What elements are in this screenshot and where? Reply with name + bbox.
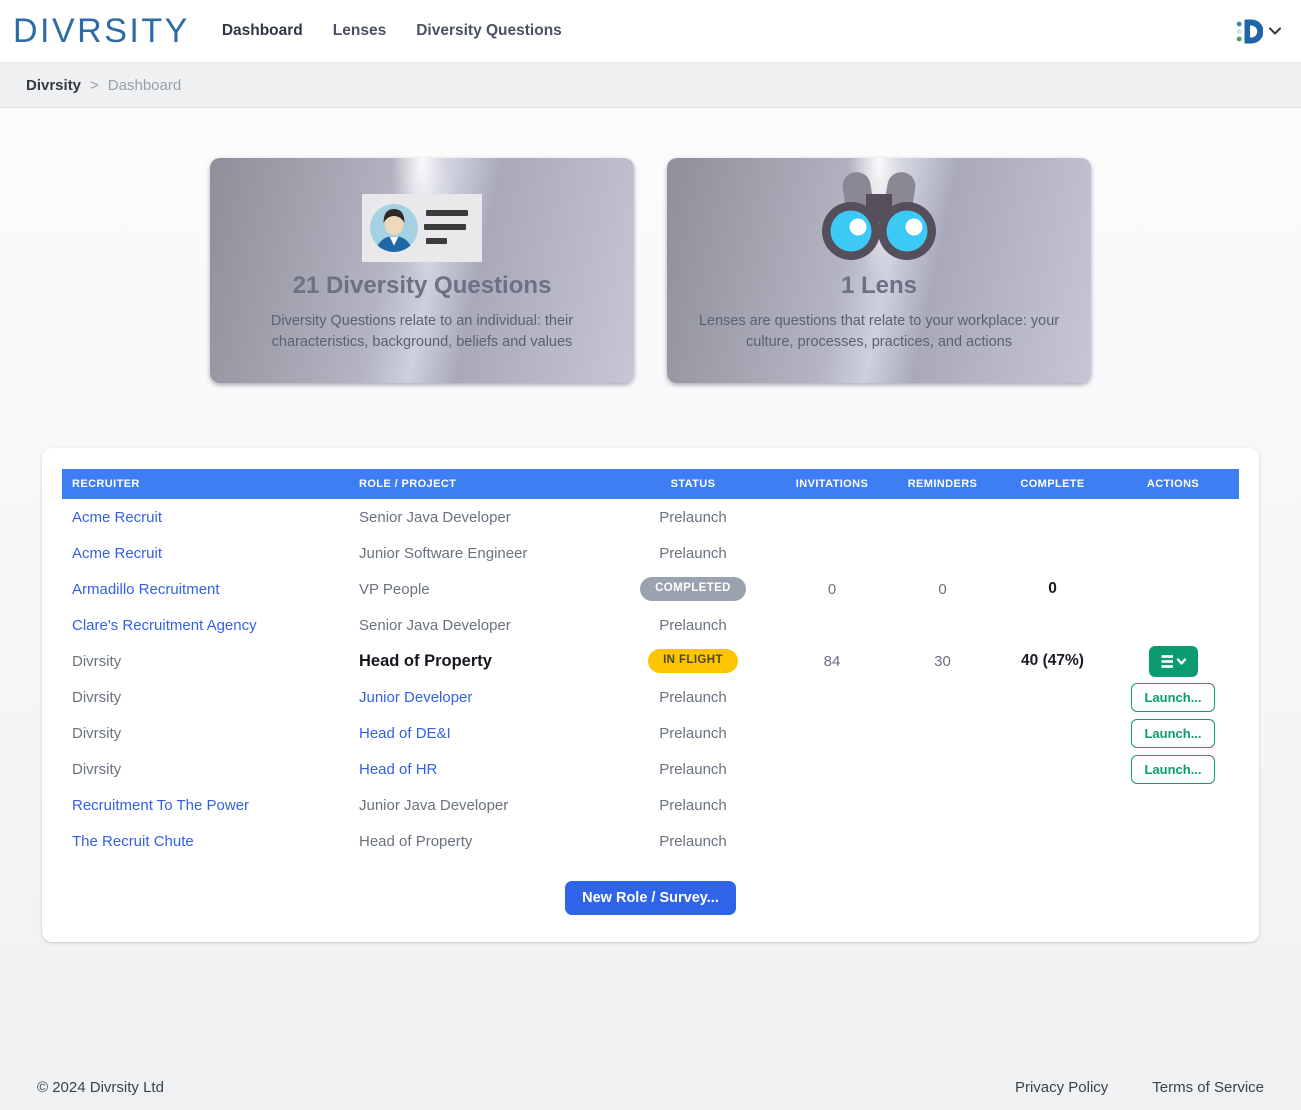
table-row: Acme Recruit Junior Software Engineer Prel… <box>62 535 1239 571</box>
recruiter-link[interactable]: Acme Recruit <box>72 544 163 562</box>
stat-cards: 21 Diversity Questions Diversity Questio… <box>0 158 1301 383</box>
launch-button[interactable]: Launch... <box>1131 682 1215 712</box>
binoculars-icon <box>689 158 1069 262</box>
recruiter-link[interactable]: Acme Recruit <box>72 508 163 526</box>
row-actions-menu-button[interactable] <box>1148 645 1198 677</box>
status-text: Prelaunch <box>659 796 727 814</box>
table-row: Armadillo Recruitment VP People COMPLETED 0… <box>62 571 1239 607</box>
table-row: Divrsity Junior Developer Prelaunch Launch.… <box>62 679 1239 715</box>
status-badge: IN FLIGHT <box>648 649 738 673</box>
table-row: Divrsity Head of HR Prelaunch Launch... <box>62 751 1239 787</box>
reminders-value: 30 <box>934 652 951 670</box>
surveys-table-card: RECRUITER ROLE / PROJECT STATUS INVITATI… <box>42 448 1259 942</box>
recruiter-link[interactable]: Recruitment To The Power <box>72 796 250 814</box>
breadcrumb: Divrsity > Dashboard <box>0 62 1301 108</box>
complete-value: 40 (47%) <box>1021 652 1084 669</box>
column-header-invitations: INVITATIONS <box>777 469 887 499</box>
footer-links: Privacy Policy Terms of Service <box>1015 1079 1264 1096</box>
launch-button[interactable]: Launch... <box>1131 718 1215 748</box>
role-text: Junior Software Engineer <box>359 544 528 562</box>
table-row: Divrsity Head of Property IN FLIGHT 84 30 40 … <box>62 643 1239 679</box>
role-link[interactable]: Head of DE&I <box>359 724 451 742</box>
recruiter-text: Divrsity <box>72 724 122 742</box>
role-text: Head of Property <box>359 832 473 850</box>
table-header-row: RECRUITER ROLE / PROJECT STATUS INVITATI… <box>62 469 1239 499</box>
main-content: 21 Diversity Questions Diversity Questio… <box>0 108 1301 942</box>
status-text: Prelaunch <box>659 616 727 634</box>
status-badge: COMPLETED <box>640 577 746 601</box>
role-text: Senior Java Developer <box>359 616 511 634</box>
table-row: Acme Recruit Senior Java Developer Prelaun… <box>62 499 1239 535</box>
role-text: Junior Java Developer <box>359 796 509 814</box>
status-text: Prelaunch <box>659 832 727 850</box>
recruiter-text: Divrsity <box>72 688 122 706</box>
chevron-down-icon <box>1269 27 1281 35</box>
status-text: Prelaunch <box>659 760 727 778</box>
role-text: Senior Java Developer <box>359 508 511 526</box>
nav-item-lenses[interactable]: Lenses <box>332 22 387 39</box>
complete-value: 0 <box>1048 580 1057 597</box>
recruiter-text: Divrsity <box>72 652 122 670</box>
role-text: Head of Property <box>359 651 492 670</box>
recruiter-link[interactable]: Clare's Recruitment Agency <box>72 616 257 634</box>
breadcrumb-root-link[interactable]: Divrsity <box>26 76 82 94</box>
recruiter-link[interactable]: The Recruit Chute <box>72 832 194 850</box>
diversity-questions-card[interactable]: 21 Diversity Questions Diversity Questio… <box>210 158 634 383</box>
nav-item-dashboard[interactable]: Dashboard <box>221 22 303 39</box>
table-row: Clare's Recruitment Agency Senior Java De… <box>62 607 1239 643</box>
role-link[interactable]: Head of HR <box>359 760 438 778</box>
reminders-value: 0 <box>938 580 947 598</box>
table-row: Recruitment To The Power Junior Java Deve… <box>62 787 1239 823</box>
column-header-status: STATUS <box>609 469 777 499</box>
launch-button[interactable]: Launch... <box>1131 754 1215 784</box>
role-text: VP People <box>359 580 430 598</box>
column-header-complete: COMPLETE <box>998 469 1107 499</box>
invitations-value: 84 <box>823 652 841 670</box>
breadcrumb-current: Dashboard <box>107 76 182 94</box>
surveys-table: RECRUITER ROLE / PROJECT STATUS INVITATI… <box>62 469 1239 859</box>
table-footer: New Role / Survey... <box>62 881 1239 915</box>
card-title: 1 Lens <box>840 272 918 299</box>
status-text: Prelaunch <box>659 508 727 526</box>
recruiter-link[interactable]: Armadillo Recruitment <box>72 580 220 598</box>
lens-card[interactable]: 1 Lens Lenses are questions that relate … <box>667 158 1091 383</box>
table-row: Divrsity Head of DE&I Prelaunch Launch... <box>62 715 1239 751</box>
role-link[interactable]: Junior Developer <box>359 688 473 706</box>
status-text: Prelaunch <box>659 544 727 562</box>
main-nav: Dashboard Lenses Diversity Questions <box>222 22 562 40</box>
new-role-survey-button[interactable]: New Role / Survey... <box>565 881 736 915</box>
table-row: The Recruit Chute Head of Property Prelaun… <box>62 823 1239 859</box>
account-menu-button[interactable] <box>1236 17 1281 46</box>
card-description: Diversity Questions relate to an individ… <box>270 313 574 350</box>
column-header-role-project: ROLE / PROJECT <box>349 469 609 499</box>
brand-logo[interactable]: DIVRSITY <box>13 12 190 50</box>
column-header-recruiter: RECRUITER <box>62 469 349 499</box>
page-footer: © 2024 Divrsity Ltd Privacy Policy Terms… <box>0 1079 1301 1110</box>
table-body: Acme Recruit Senior Java Developer Prelaun… <box>62 499 1239 859</box>
status-text: Prelaunch <box>659 724 727 742</box>
id-card-icon <box>232 158 612 262</box>
card-description: Lenses are questions that relate to your… <box>698 313 1060 350</box>
invitations-value: 0 <box>827 580 837 598</box>
recruiter-text: Divrsity <box>72 760 122 778</box>
terms-of-service-link[interactable]: Terms of Service <box>1152 1079 1264 1096</box>
card-title: 21 Diversity Questions <box>292 272 552 299</box>
column-header-reminders: REMINDERS <box>887 469 998 499</box>
menu-caret-icon <box>1161 654 1186 668</box>
breadcrumb-separator: > <box>90 76 99 94</box>
status-text: Prelaunch <box>659 688 727 706</box>
nav-item-diversity-questions[interactable]: Diversity Questions <box>416 22 562 39</box>
avatar-d-logo-icon <box>1236 19 1263 43</box>
copyright-text: © 2024 Divrsity Ltd <box>37 1079 164 1096</box>
privacy-policy-link[interactable]: Privacy Policy <box>1014 1079 1109 1096</box>
top-navbar: DIVRSITY Dashboard Lenses Diversity Ques… <box>0 0 1301 62</box>
column-header-actions: ACTIONS <box>1107 469 1239 499</box>
